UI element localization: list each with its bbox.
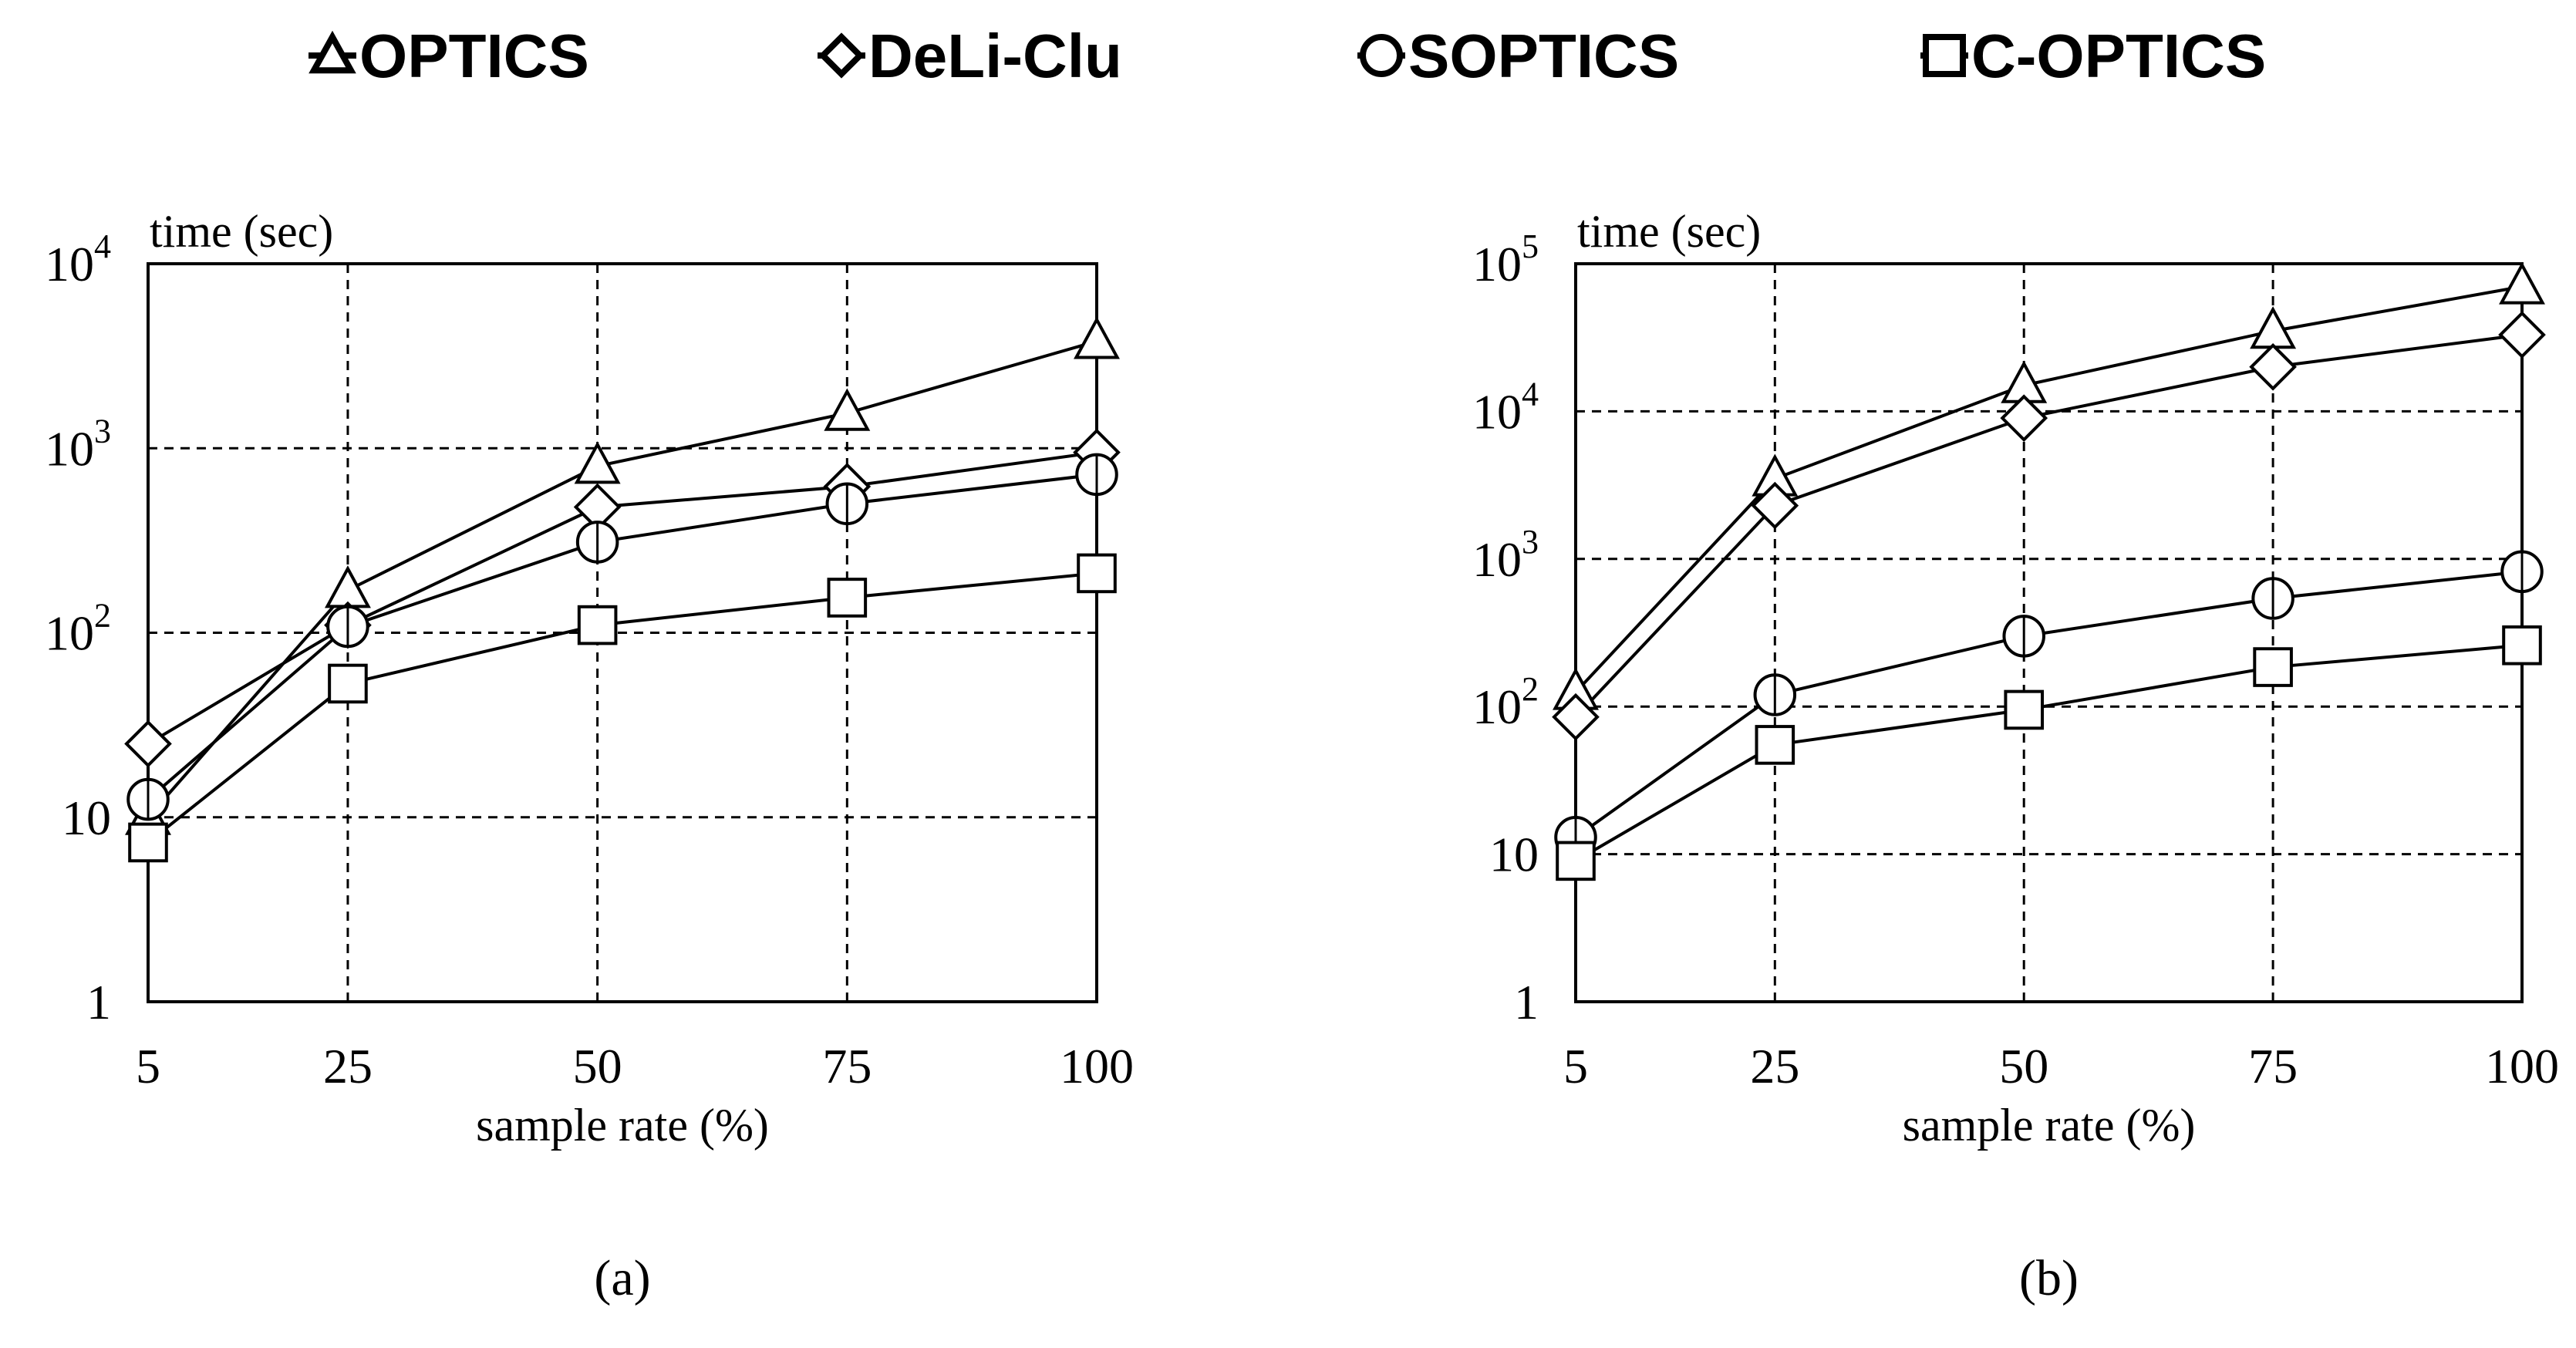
y-tick-exponent: 4 <box>94 227 111 265</box>
series-markers-c-optics <box>128 553 1117 863</box>
x-axis-label: sample rate (%) <box>1903 1100 2196 1151</box>
data-point-square <box>1077 553 1117 594</box>
y-tick-label: 102 <box>1472 670 1539 734</box>
y-tick-exponent: 4 <box>1522 375 1539 413</box>
data-point-diamond <box>1552 693 1600 741</box>
data-point-square <box>328 663 368 704</box>
series-markers-c-optics <box>1556 625 2542 881</box>
series-markers-deli-clu <box>124 428 1121 768</box>
data-point-square <box>827 578 868 618</box>
data-point-diamond <box>2000 394 2048 442</box>
series-line-optics <box>147 339 1097 819</box>
square-icon <box>1923 34 1966 77</box>
data-point-square <box>577 605 618 645</box>
series-line-c-optics <box>1574 643 2523 863</box>
data-point-triangle <box>1074 316 1120 359</box>
data-point-square <box>2253 647 2293 687</box>
series-markers-soptics <box>1554 550 2544 859</box>
data-point-square <box>128 822 168 863</box>
chart-caption: (b) <box>2019 1250 2079 1306</box>
series-line-soptics <box>147 473 1097 801</box>
data-point-square <box>2502 625 2542 666</box>
data-point-diamond <box>2249 342 2297 391</box>
x-tick-label: 25 <box>1750 1039 1799 1094</box>
legend-item-deli-clu: DeLi-Clu <box>818 22 1122 90</box>
data-point-diamond <box>124 719 172 768</box>
plot-frame <box>147 262 1098 1003</box>
x-tick-label: 5 <box>1563 1039 1588 1094</box>
data-point-triangle <box>574 441 621 484</box>
x-tick-label: 50 <box>1999 1039 2048 1094</box>
y-tick-exponent: 3 <box>1522 523 1539 561</box>
y-tick-exponent: 3 <box>94 412 111 450</box>
data-point-triangle <box>824 388 871 431</box>
data-point-diamond <box>2498 311 2546 359</box>
series-line-deli-clu <box>1574 333 2523 719</box>
y-axis-label: time (sec) <box>150 206 333 257</box>
series-markers-optics <box>125 316 1120 835</box>
x-tick-label: 25 <box>323 1039 373 1094</box>
y-tick-label: 104 <box>1472 375 1539 439</box>
series-line-deli-clu <box>147 450 1097 746</box>
legend-label: DeLi-Clu <box>868 22 1122 90</box>
y-tick-exponent: 2 <box>1522 670 1539 708</box>
series-markers-deli-clu <box>1552 311 2546 741</box>
x-tick-label: 100 <box>1060 1039 1134 1094</box>
y-tick-label: 10 <box>62 790 111 845</box>
x-tick-label: 100 <box>2485 1039 2559 1094</box>
y-tick-label: 10 <box>1489 827 1539 882</box>
y-tick-label: 102 <box>45 597 111 661</box>
legend-label: OPTICS <box>359 22 589 90</box>
data-point-triangle <box>324 565 371 608</box>
series-markers-optics <box>1553 261 2545 710</box>
x-tick-label: 5 <box>136 1039 160 1094</box>
circle-icon <box>1360 34 1403 77</box>
y-tick-label: 105 <box>1472 227 1539 292</box>
diamond-icon <box>818 32 865 79</box>
x-tick-label: 75 <box>2248 1039 2298 1094</box>
x-tick-label: 75 <box>822 1039 872 1094</box>
chart-caption: (a) <box>594 1250 650 1306</box>
data-point-square <box>1556 841 1596 881</box>
y-tick-exponent: 2 <box>94 597 111 635</box>
y-axis-label: time (sec) <box>1577 206 1761 257</box>
data-point-triangle <box>2499 261 2545 305</box>
triangle-icon <box>309 30 356 74</box>
series-markers-soptics <box>126 453 1118 821</box>
y-tick-label: 103 <box>1472 523 1539 587</box>
y-tick-label: 103 <box>45 412 111 476</box>
legend: OPTICS DeLi-Clu SOPTICS C-OPTICS <box>309 22 2266 90</box>
y-tick-exponent: 5 <box>1522 227 1539 265</box>
y-tick-label: 104 <box>45 227 111 292</box>
legend-label: SOPTICS <box>1408 22 1679 90</box>
y-tick-label: 1 <box>86 975 111 1030</box>
data-point-square <box>1755 725 1795 765</box>
legend-item-optics: OPTICS <box>309 22 589 90</box>
x-axis-label: sample rate (%) <box>476 1100 769 1151</box>
series-line-c-optics <box>147 571 1097 844</box>
data-point-diamond <box>1751 481 1799 530</box>
data-point-square <box>2004 689 2045 730</box>
chart-a: time (sec) 1 10 102 103 104 5 25 50 75 100 sample r… <box>45 206 1134 1306</box>
legend-item-soptics: SOPTICS <box>1357 22 1679 90</box>
legend-label: C-OPTICS <box>1971 22 2266 90</box>
y-tick-label: 1 <box>1514 975 1539 1030</box>
x-tick-label: 50 <box>573 1039 622 1094</box>
legend-item-c-optics: C-OPTICS <box>1920 22 2266 90</box>
